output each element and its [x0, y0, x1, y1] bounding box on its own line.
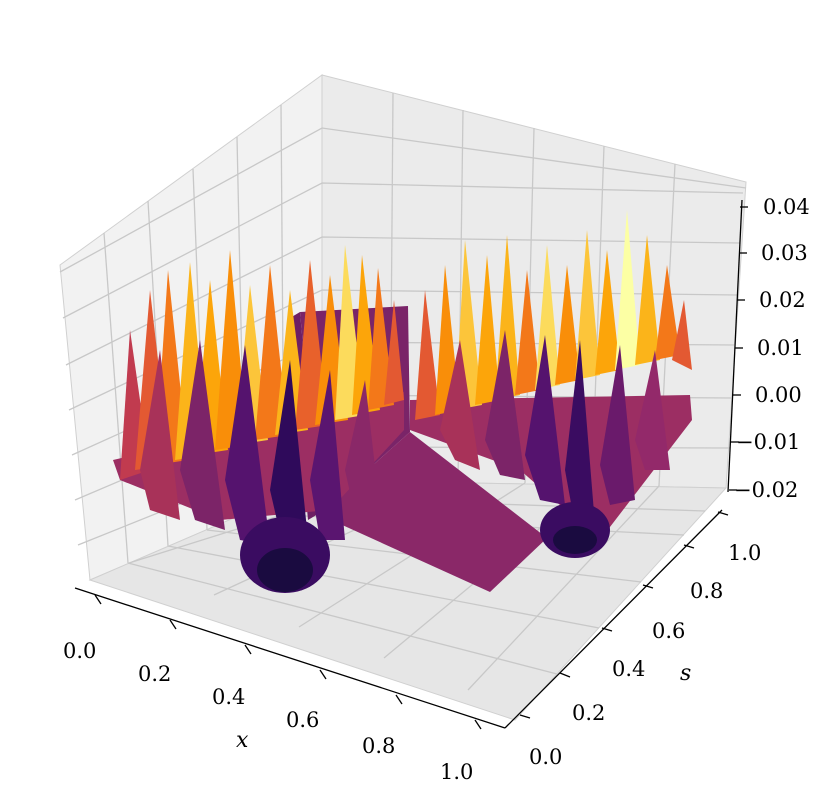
y-tick-1: 0.2 [572, 701, 605, 725]
x-axis-line [74, 587, 506, 729]
z-tick-1: −0.01 [736, 430, 800, 454]
z-tick-labels: 0.04 0.03 0.02 0.01 0.00 −0.01 −0.02 [734, 195, 810, 502]
x-tick-0: 0.0 [63, 639, 96, 663]
surface-ridge-right [410, 210, 692, 558]
x-tick-labels: 0.0 0.2 0.4 0.6 0.8 1.0 [63, 639, 473, 784]
x-axis-title: x [236, 728, 249, 753]
y-axis-title: s [680, 661, 691, 686]
surface-ridge-left [113, 245, 404, 593]
y-tick-labels: 0.0 0.2 0.4 0.6 0.8 1.0 [529, 541, 761, 769]
z-tick-0: −0.02 [734, 478, 798, 502]
z-tick-4: 0.02 [759, 288, 806, 312]
z-tick-2: 0.00 [755, 383, 802, 407]
axes-lines [74, 199, 743, 729]
y-tick-0: 0.0 [529, 745, 562, 769]
y-tick-3: 0.6 [652, 619, 685, 643]
y-tick-5: 1.0 [728, 541, 761, 565]
x-tick-4: 0.8 [362, 734, 395, 758]
x-tick-1: 0.2 [138, 662, 171, 686]
z-tick-5: 0.03 [761, 241, 808, 265]
x-tick-5: 1.0 [440, 760, 473, 784]
tick-marks [94, 206, 748, 730]
y-tick-2: 0.4 [612, 657, 645, 681]
x-tick-2: 0.4 [212, 685, 245, 709]
z-tick-6: 0.04 [763, 195, 810, 219]
y-tick-4: 0.8 [690, 579, 723, 603]
y-axis-line [504, 509, 723, 729]
z-axis-line [727, 199, 743, 493]
z-tick-3: 0.01 [757, 336, 804, 360]
x-tick-3: 0.6 [286, 708, 319, 732]
surface [113, 210, 692, 593]
